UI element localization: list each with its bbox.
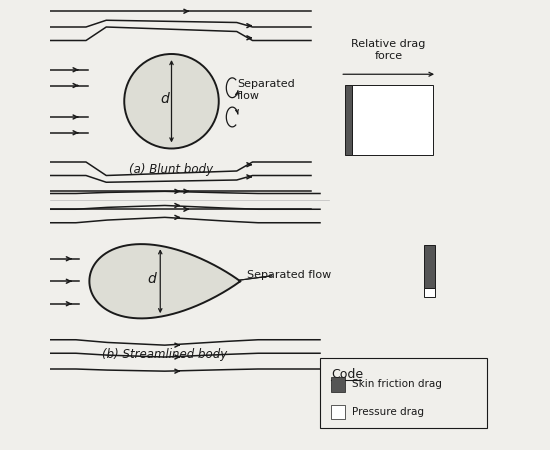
- Bar: [424, 245, 434, 288]
- Text: d: d: [160, 92, 169, 106]
- Text: d: d: [148, 272, 157, 286]
- Bar: [331, 377, 345, 392]
- Bar: [345, 86, 352, 155]
- Text: Skin friction drag: Skin friction drag: [351, 379, 442, 389]
- Text: (a) Blunt body: (a) Blunt body: [129, 163, 213, 176]
- Text: Pressure drag: Pressure drag: [351, 407, 424, 417]
- Text: Separated flow: Separated flow: [247, 270, 331, 279]
- Text: Relative drag
force: Relative drag force: [351, 39, 426, 61]
- Polygon shape: [90, 244, 240, 319]
- Bar: [424, 288, 434, 297]
- Text: (b) Streamlined body: (b) Streamlined body: [102, 348, 227, 361]
- Bar: [352, 86, 432, 155]
- Text: Code: Code: [331, 368, 364, 381]
- Bar: [320, 358, 487, 427]
- Text: Separated
flow: Separated flow: [236, 79, 294, 101]
- Bar: [331, 405, 345, 419]
- Circle shape: [124, 54, 219, 148]
